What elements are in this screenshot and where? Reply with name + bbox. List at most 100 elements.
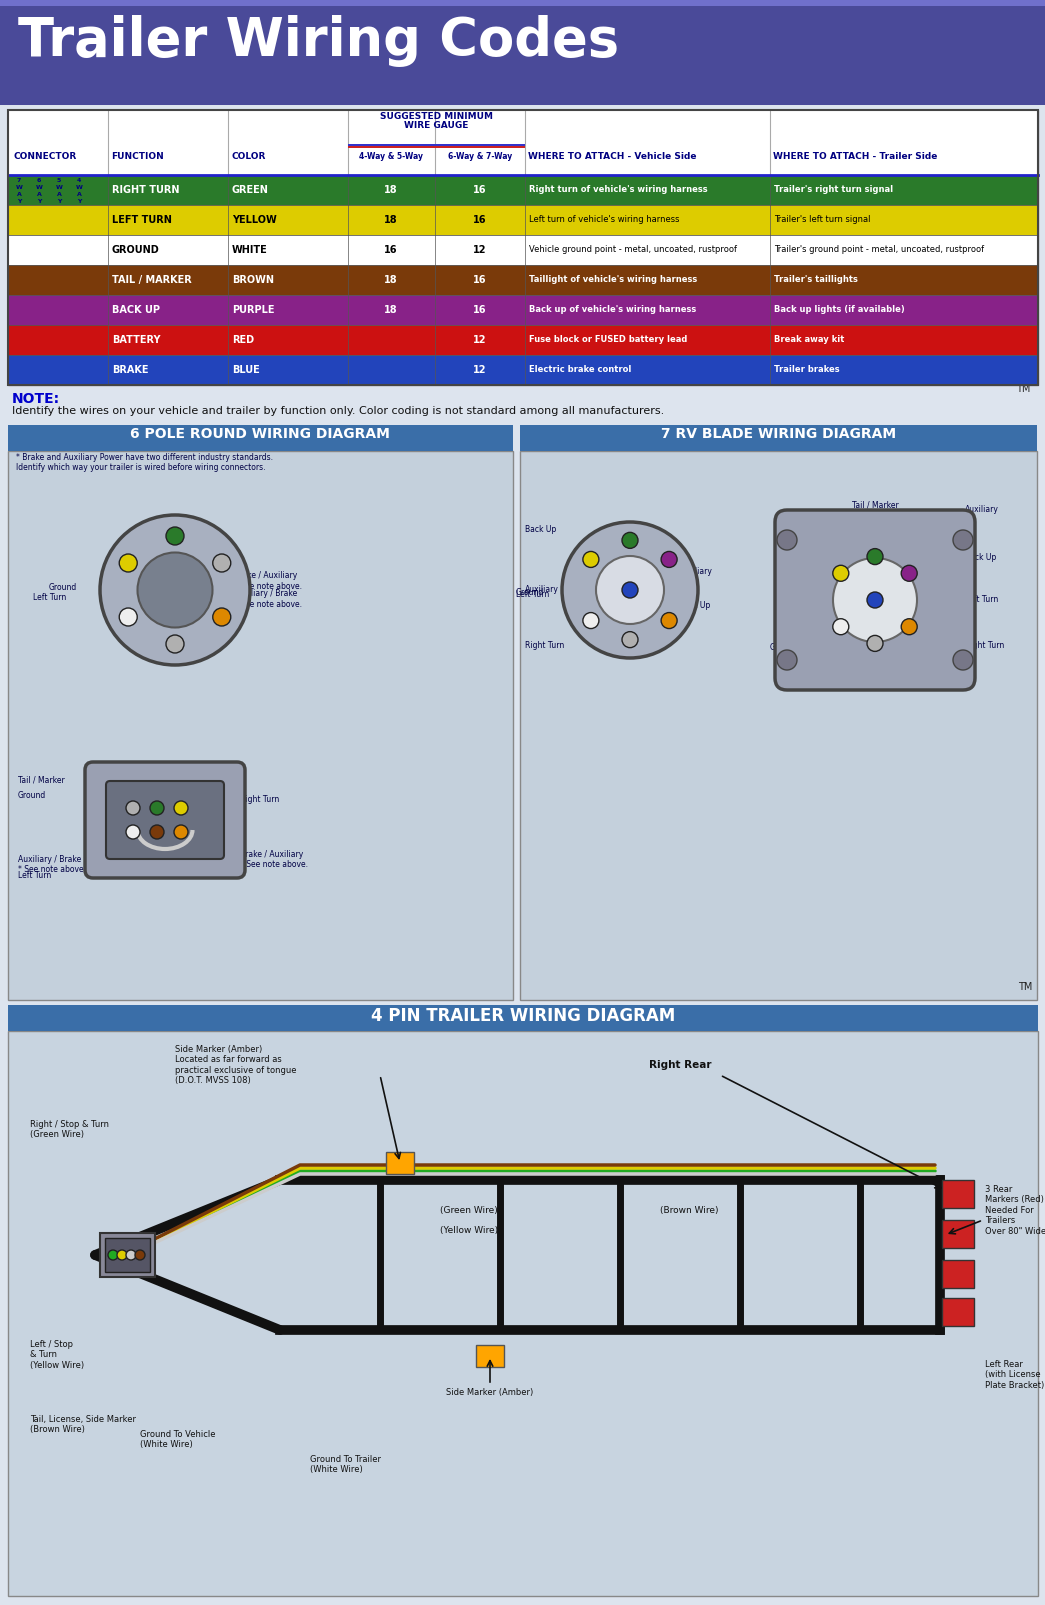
Text: Right turn of vehicle's wiring harness: Right turn of vehicle's wiring harness: [529, 186, 707, 194]
Bar: [8, 1005, 1038, 1030]
Text: GROUND: GROUND: [112, 246, 160, 255]
Bar: [348, 144, 525, 146]
Circle shape: [138, 552, 212, 628]
Text: W: W: [75, 185, 83, 189]
Bar: [8, 205, 1038, 234]
Text: Left Rear
(with License
Plate Bracket): Left Rear (with License Plate Bracket): [985, 1359, 1044, 1390]
Text: Trailer Wiring Codes: Trailer Wiring Codes: [18, 14, 619, 67]
Text: Back Up: Back Up: [965, 554, 996, 562]
Text: Break away kit: Break away kit: [774, 335, 844, 345]
Text: Y: Y: [37, 199, 41, 204]
Text: Brake / Auxiliary
* See note above.: Brake / Auxiliary * See note above.: [240, 851, 308, 870]
Text: Trailer's ground point - metal, uncoated, rustproof: Trailer's ground point - metal, uncoated…: [774, 246, 984, 255]
Text: 4 PIN TRAILER WIRING DIAGRAM: 4 PIN TRAILER WIRING DIAGRAM: [371, 1006, 675, 1026]
Circle shape: [622, 583, 638, 599]
Bar: [386, 1152, 414, 1173]
Text: WHERE TO ATTACH - Vehicle Side: WHERE TO ATTACH - Vehicle Side: [528, 152, 697, 160]
Text: 12: 12: [473, 246, 487, 255]
Text: SUGGESTED MINIMUM: SUGGESTED MINIMUM: [379, 112, 492, 120]
Text: YELLOW: YELLOW: [232, 215, 277, 225]
Circle shape: [622, 632, 638, 648]
Text: Electric brake control: Electric brake control: [529, 366, 631, 374]
Text: Auxiliary: Auxiliary: [525, 586, 559, 594]
Text: WHERE TO ATTACH - Trailer Side: WHERE TO ATTACH - Trailer Side: [773, 152, 937, 160]
Text: Trailer brakes: Trailer brakes: [774, 366, 839, 374]
Text: WIRE GAUGE: WIRE GAUGE: [403, 120, 468, 130]
Circle shape: [175, 801, 188, 815]
Bar: [942, 1298, 974, 1326]
Circle shape: [833, 565, 849, 581]
Text: TAIL / MARKER: TAIL / MARKER: [112, 274, 191, 286]
Text: TM: TM: [1018, 982, 1032, 992]
Text: Back up of vehicle's wiring harness: Back up of vehicle's wiring harness: [529, 305, 696, 315]
Circle shape: [175, 825, 188, 839]
Text: Tail /
Marker: Tail / Marker: [595, 539, 622, 559]
Text: Side Marker (Amber): Side Marker (Amber): [446, 1388, 534, 1396]
Circle shape: [953, 650, 973, 669]
Text: Vehicle ground point - metal, uncoated, rustproof: Vehicle ground point - metal, uncoated, …: [529, 246, 737, 255]
Text: Left Turn: Left Turn: [965, 595, 998, 605]
Text: WHITE: WHITE: [232, 246, 268, 255]
Text: Back Up: Back Up: [679, 600, 711, 610]
Text: Side Marker (Amber)
Located as far forward as
practical exclusive of tongue
(D.O: Side Marker (Amber) Located as far forwa…: [175, 1045, 297, 1085]
Text: Tail, License, Side Marker
(Brown Wire): Tail, License, Side Marker (Brown Wire): [30, 1416, 136, 1435]
Text: 3 Rear
Markers (Red)
Needed For
Trailers
Over 80" Wide: 3 Rear Markers (Red) Needed For Trailers…: [985, 1184, 1045, 1236]
FancyBboxPatch shape: [106, 782, 224, 859]
Circle shape: [833, 559, 918, 642]
Text: Brake: Brake: [800, 631, 822, 639]
Text: Identify the wires on your vehicle and trailer by function only. Color coding is: Identify the wires on your vehicle and t…: [11, 406, 665, 416]
Bar: [8, 234, 108, 265]
Text: W: W: [16, 185, 22, 189]
FancyBboxPatch shape: [85, 762, 245, 878]
Text: 4-Way & 5-Way: 4-Way & 5-Way: [359, 152, 423, 160]
Text: Brake / Auxiliary
* See note above.: Brake / Auxiliary * See note above.: [234, 571, 302, 591]
FancyBboxPatch shape: [775, 510, 975, 690]
Circle shape: [119, 554, 137, 571]
Text: PURPLE: PURPLE: [232, 305, 275, 315]
Text: RED: RED: [232, 335, 254, 345]
Text: 5: 5: [56, 178, 62, 183]
Text: (Green Wire): (Green Wire): [440, 1205, 497, 1215]
Bar: [8, 425, 513, 451]
Text: RIGHT TURN: RIGHT TURN: [112, 185, 180, 194]
Text: Identify which way your trailer is wired before wiring connectors.: Identify which way your trailer is wired…: [16, 462, 265, 472]
Bar: [942, 1260, 974, 1287]
Text: LEFT TURN: LEFT TURN: [112, 215, 171, 225]
Circle shape: [126, 1250, 136, 1260]
Text: Ground: Ground: [770, 644, 798, 653]
Text: Left / Stop
& Turn
(Yellow Wire): Left / Stop & Turn (Yellow Wire): [30, 1340, 85, 1369]
Text: Right / Stop & Turn
(Green Wire): Right / Stop & Turn (Green Wire): [30, 1120, 109, 1140]
Circle shape: [100, 515, 250, 664]
Circle shape: [661, 552, 677, 568]
Circle shape: [777, 530, 797, 551]
Text: Ground To Trailer
(White Wire): Ground To Trailer (White Wire): [310, 1456, 381, 1475]
Text: 18: 18: [385, 305, 398, 315]
Circle shape: [596, 555, 664, 624]
Circle shape: [583, 613, 599, 629]
Text: W: W: [55, 185, 63, 189]
Text: Fuse block or FUSED battery lead: Fuse block or FUSED battery lead: [529, 335, 688, 345]
Text: Tail / Marker: Tail / Marker: [18, 775, 65, 785]
Text: Right Turn: Right Turn: [165, 616, 204, 626]
Text: Right Turn: Right Turn: [240, 796, 279, 804]
Text: CONNECTOR: CONNECTOR: [14, 152, 77, 160]
Text: 4: 4: [77, 178, 82, 183]
Circle shape: [166, 636, 184, 653]
Text: Right Turn: Right Turn: [580, 621, 620, 629]
Bar: [348, 146, 525, 148]
Text: BLUE: BLUE: [232, 364, 260, 376]
Text: * Brake and Auxiliary Power have two different industry standards.: * Brake and Auxiliary Power have two dif…: [16, 453, 273, 462]
Text: Trailer's right turn signal: Trailer's right turn signal: [774, 186, 893, 194]
Text: 16: 16: [473, 274, 487, 286]
Text: NOTE:: NOTE:: [11, 392, 61, 406]
Bar: [0, 0, 1045, 6]
Circle shape: [867, 549, 883, 565]
Circle shape: [117, 1250, 127, 1260]
Bar: [8, 175, 108, 205]
Bar: [8, 111, 1038, 385]
Circle shape: [867, 636, 883, 652]
Text: 18: 18: [385, 274, 398, 286]
Text: 18: 18: [385, 185, 398, 194]
Text: Right Rear: Right Rear: [649, 1059, 712, 1071]
Bar: [8, 205, 108, 234]
